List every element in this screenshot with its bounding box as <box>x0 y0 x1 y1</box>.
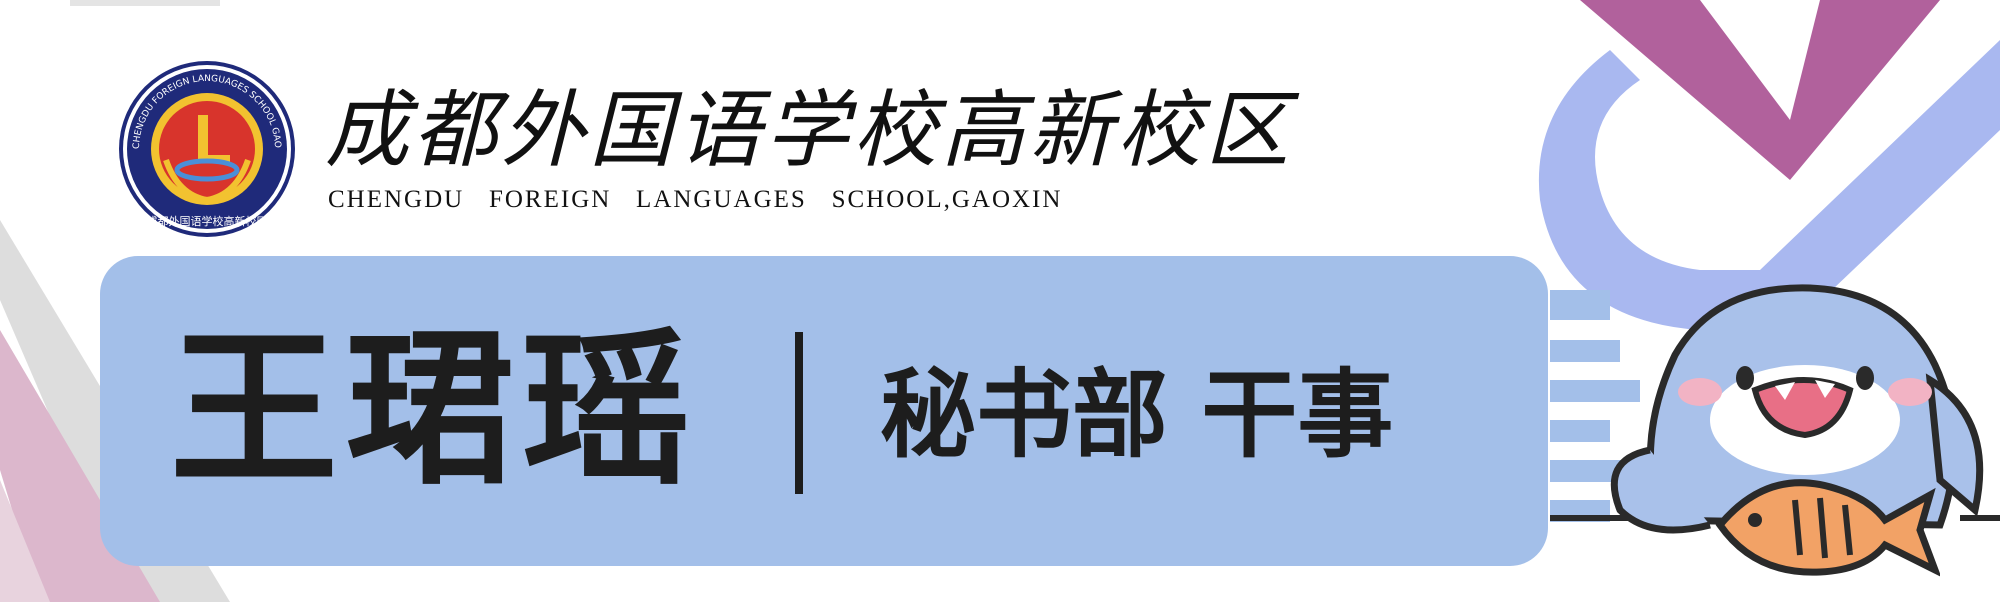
school-name-chinese: 成都外国语学校高新校区 <box>325 81 1294 179</box>
shark-mascot-icon <box>1550 284 2000 534</box>
name-banner <box>100 256 1548 566</box>
position-title: 秘书部 干事 <box>880 359 1394 471</box>
school-name-english: CHENGDU FOREIGN LANGUAGES SCHOOL,GAOXIN <box>328 186 1063 213</box>
fish-icon <box>1715 479 1940 577</box>
divider <box>795 332 803 494</box>
person-name: 王珺瑶 <box>170 312 698 508</box>
school-seal-icon: CHENGDU FOREIGN LANGUAGES SCHOOL GAOXIN … <box>118 60 295 237</box>
svg-text:成都外国语学校高新校区: 成都外国语学校高新校区 <box>147 214 268 228</box>
